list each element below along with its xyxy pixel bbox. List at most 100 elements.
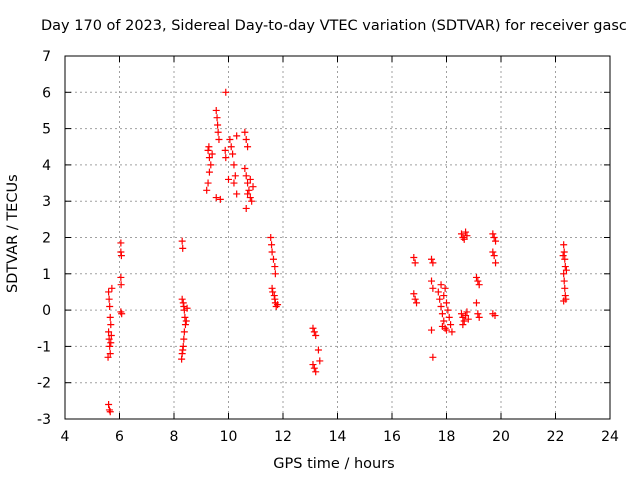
data-point xyxy=(492,259,500,267)
data-point xyxy=(460,317,468,325)
data-point xyxy=(560,270,568,278)
data-point xyxy=(269,255,277,263)
data-point xyxy=(215,135,223,143)
data-point xyxy=(269,288,277,296)
data-point xyxy=(105,295,113,303)
y-tick-label: -3 xyxy=(37,412,51,428)
data-point xyxy=(309,324,317,332)
data-point xyxy=(249,183,257,191)
x-tick-label: 4 xyxy=(61,429,70,445)
data-point xyxy=(268,248,276,256)
x-tick-label: 16 xyxy=(383,429,401,445)
data-point xyxy=(474,310,482,318)
x-tick-label: 24 xyxy=(601,429,619,445)
data-point xyxy=(462,228,470,236)
y-tick-label: 3 xyxy=(42,194,51,210)
data-point xyxy=(491,312,499,320)
data-points xyxy=(104,88,570,416)
data-point xyxy=(474,277,482,285)
data-point xyxy=(463,308,471,316)
data-point xyxy=(561,255,569,263)
data-point xyxy=(244,143,252,151)
data-point xyxy=(312,332,320,340)
data-point xyxy=(205,168,213,176)
data-point xyxy=(227,143,235,151)
data-point xyxy=(212,194,220,202)
data-point xyxy=(314,346,322,354)
data-point xyxy=(106,302,114,310)
data-point xyxy=(472,273,480,281)
data-point xyxy=(428,277,436,285)
data-point xyxy=(445,313,453,321)
x-tick-label: 8 xyxy=(170,429,179,445)
data-point xyxy=(117,308,125,316)
data-point xyxy=(231,172,239,180)
data-point xyxy=(312,368,320,376)
data-point xyxy=(203,186,211,194)
data-point xyxy=(490,252,498,260)
data-point xyxy=(411,259,419,267)
data-point xyxy=(244,179,252,187)
data-point xyxy=(472,299,480,307)
data-point xyxy=(106,408,114,416)
chart-title: Day 170 of 2023, Sidereal Day-to-day VTE… xyxy=(41,18,627,34)
data-point xyxy=(241,165,249,173)
data-point xyxy=(108,284,116,292)
data-point xyxy=(457,310,465,318)
x-tick-label: 12 xyxy=(274,429,292,445)
x-tick-labels: 4 6 8 10 12 14 16 18 20 22 24 xyxy=(61,429,619,445)
data-point xyxy=(460,235,468,243)
data-point xyxy=(105,288,113,296)
data-point xyxy=(429,284,437,292)
data-point xyxy=(117,281,125,289)
data-point xyxy=(245,186,253,194)
data-point xyxy=(429,353,437,361)
data-point xyxy=(443,326,450,334)
data-point xyxy=(440,317,448,325)
data-point xyxy=(222,154,230,162)
axis-ticks xyxy=(64,55,611,420)
data-point xyxy=(248,197,256,205)
y-tick-labels: -3 -2 -1 0 1 2 3 4 5 6 7 xyxy=(37,49,51,428)
x-tick-label: 6 xyxy=(115,429,124,445)
data-point xyxy=(118,310,126,318)
data-point xyxy=(448,328,456,336)
data-point xyxy=(443,299,450,307)
data-point xyxy=(274,301,282,309)
data-point xyxy=(207,161,215,169)
data-point xyxy=(441,284,449,292)
data-point xyxy=(204,179,212,187)
data-point xyxy=(438,310,446,318)
data-point xyxy=(106,313,114,321)
data-point xyxy=(105,335,113,343)
data-point xyxy=(106,342,114,350)
data-point xyxy=(309,361,317,369)
data-point xyxy=(310,364,318,372)
data-point xyxy=(413,299,421,307)
data-point xyxy=(410,253,418,261)
data-point xyxy=(475,281,483,289)
data-point xyxy=(267,234,275,241)
data-point xyxy=(411,295,419,303)
data-point xyxy=(562,266,570,274)
data-point xyxy=(208,150,216,158)
data-point xyxy=(475,313,483,321)
x-tick-label: 20 xyxy=(492,429,510,445)
data-point xyxy=(561,284,569,292)
data-point xyxy=(230,161,238,169)
y-tick-label: 0 xyxy=(42,303,51,319)
data-point xyxy=(560,277,568,285)
y-tick-label: 5 xyxy=(42,122,51,138)
x-tick-label: 10 xyxy=(220,429,238,445)
data-point xyxy=(117,239,125,247)
data-point xyxy=(216,195,224,203)
data-point xyxy=(181,313,189,321)
x-tick-label: 18 xyxy=(438,429,456,445)
data-point xyxy=(464,315,472,323)
data-point xyxy=(242,135,250,143)
data-point xyxy=(434,288,442,296)
y-tick-label: -2 xyxy=(37,376,51,392)
data-point xyxy=(490,234,498,241)
data-point xyxy=(226,135,234,143)
data-point xyxy=(440,292,448,300)
